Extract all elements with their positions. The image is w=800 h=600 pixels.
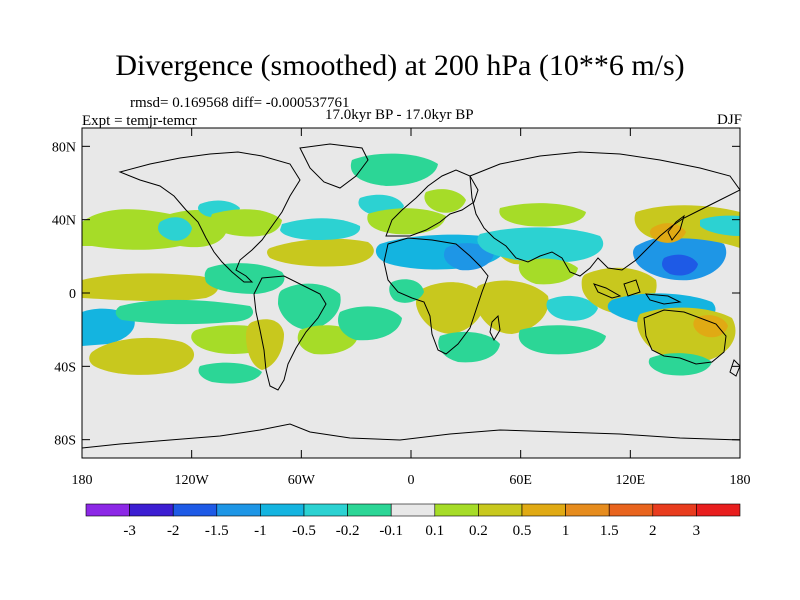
contour-amazon-negative [278, 283, 341, 330]
colorbar-swatch [608, 503, 654, 517]
lat-tick-label: 0 [69, 287, 76, 302]
colorbar-label: -1 [254, 523, 267, 539]
coastline-madagascar [489, 314, 501, 342]
colorbar-label: 1 [562, 523, 570, 539]
coastlines [81, 143, 741, 449]
coastline-maritime-continent [593, 279, 682, 305]
colorbar-label: -1.5 [205, 523, 229, 539]
lon-tick-label: 60W [288, 473, 316, 488]
colorbar-label: -2 [167, 523, 180, 539]
colorbar-label: -0.5 [292, 523, 316, 539]
contour-n-pacific-subtropical-negative [158, 217, 192, 241]
contour-greenland-negative [350, 153, 438, 186]
colorbar-label: 1.5 [600, 523, 619, 539]
experiment-label: Expt = temjr-temcr [82, 113, 197, 129]
coastline-australia [643, 309, 727, 365]
colorbar-swatch [347, 503, 392, 517]
contour-indian-ocean-south-negative [518, 325, 606, 355]
colorbar-swatch [478, 503, 523, 517]
contour-s-atlantic-positive [297, 325, 358, 355]
contour-n-atlantic-positive [210, 209, 282, 237]
coastline-asia [469, 151, 741, 277]
colorbar-swatch [521, 503, 566, 517]
contour-atlantic-subtropical-negative [280, 218, 361, 240]
colorbar-label: -0.1 [379, 523, 403, 539]
colorbar-label: 3 [693, 523, 701, 539]
coastline-north-america [118, 151, 301, 283]
contour-s-atlantic-negative [337, 306, 402, 341]
coastline-africa [383, 237, 489, 355]
lon-tick-label: 120W [175, 473, 210, 488]
coastline-japan [667, 214, 685, 241]
contour-central-pacific-equatorial-positive [82, 273, 219, 302]
colorbar-swatch [216, 503, 261, 517]
colorbar-label: 2 [649, 523, 657, 539]
colorbar-swatch [260, 503, 305, 517]
lon-tick-label: 60E [509, 473, 532, 488]
colorbar-label: 0.5 [513, 523, 532, 539]
contour-s-pacific-positive [89, 337, 195, 375]
contour-tasman-negative [648, 353, 712, 376]
colorbar-label: 0.1 [425, 523, 444, 539]
coastline-antarctica [81, 423, 741, 449]
contour-australia-core-positive [693, 315, 728, 338]
lon-tick-label: 180 [72, 473, 93, 488]
colorbar-label: 0.2 [469, 523, 488, 539]
contour-asia-negative [477, 227, 604, 263]
colorbar-swatch [565, 503, 610, 517]
coastline-new-zealand [729, 359, 741, 377]
period-label: 17.0kyr BP - 17.0kyr BP [325, 107, 474, 123]
contour-central-asia-positive [499, 203, 586, 227]
latitude-axis: 80N 40N 0 40S 80S [52, 140, 740, 449]
contour-arabia-negative [443, 243, 494, 271]
contour-far-south-pacific-negative [198, 362, 262, 384]
colorbar-swatch [172, 503, 218, 517]
contour-n-pacific-subtropical-positive [82, 209, 228, 250]
coastline-greenland [299, 143, 369, 189]
contour-n-europe-positive [424, 189, 466, 213]
contour-east-pacific-negative [204, 263, 285, 294]
contour-west-pacific-core-negative [662, 254, 698, 276]
lat-tick-label: 40N [52, 214, 76, 229]
contour-southern-africa-negative [438, 331, 500, 363]
contour-gulf-guinea-negative [389, 279, 424, 303]
contour-mediterranean-positive [367, 208, 446, 235]
colorbar-swatch [696, 503, 741, 517]
chart-title: Divergence (smoothed) at 200 hPa (10**6 … [115, 49, 685, 82]
colorbar-swatch [303, 503, 348, 517]
stats-line: rmsd= 0.169568 diff= -0.000537761 [130, 95, 350, 111]
contour-n-atlantic-band-positive [267, 238, 374, 267]
colorbar: -3 -2 -1.5 -1 -0.5 -0.2 -0.1 0.1 0.2 0.5 1 1.5 2 3 [85, 503, 741, 539]
lat-tick-label: 40S [54, 360, 76, 375]
contour-india-positive [518, 258, 578, 285]
lon-tick-label: 0 [408, 473, 415, 488]
contour-central-africa-positive [416, 282, 485, 334]
colorbar-swatch [434, 503, 479, 517]
contour-indian-ocean-east-negative [546, 295, 598, 321]
lat-tick-label: 80S [54, 434, 76, 449]
coastline-europe [385, 169, 479, 237]
season-label: DJF [716, 112, 742, 128]
colorbar-label: -3 [123, 523, 136, 539]
contour-chile-coast-positive [246, 319, 284, 370]
colorbar-swatch [390, 503, 436, 517]
colorbar-label: -0.2 [336, 523, 360, 539]
longitude-axis: 180 120W 60W 0 60E 120E 180 [72, 128, 751, 488]
lon-tick-label: 120E [616, 473, 646, 488]
colorbar-swatch [652, 503, 697, 517]
lon-tick-label: 180 [730, 473, 751, 488]
coastline-south-america [253, 275, 327, 391]
colorbar-swatch [129, 503, 174, 517]
lat-tick-label: 80N [52, 140, 76, 155]
colorbar-swatch [85, 503, 130, 517]
contour-east-pacific-edge-negative [700, 215, 740, 236]
contour-s-pacific-band-negative [115, 299, 254, 325]
